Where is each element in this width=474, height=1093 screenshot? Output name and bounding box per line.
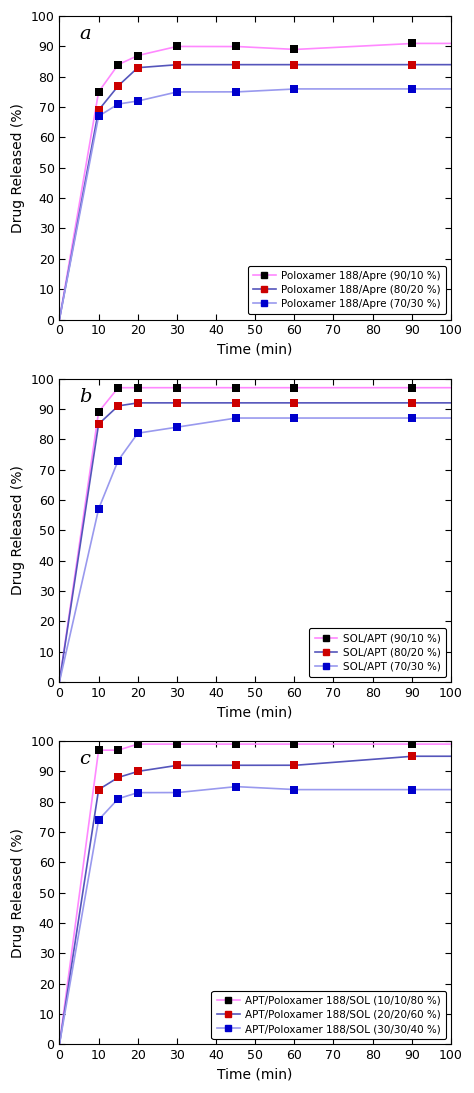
- Point: [95, 501, 102, 518]
- Y-axis label: Drug Released (%): Drug Released (%): [11, 827, 25, 957]
- Text: a: a: [79, 25, 91, 44]
- Text: b: b: [79, 388, 91, 406]
- Point: [173, 419, 181, 436]
- X-axis label: Time (min): Time (min): [218, 1068, 293, 1082]
- Point: [134, 784, 142, 801]
- Point: [95, 415, 102, 433]
- Text: c: c: [79, 750, 90, 768]
- Point: [134, 424, 142, 442]
- Point: [173, 83, 181, 101]
- Point: [232, 409, 239, 426]
- Point: [134, 379, 142, 397]
- Point: [291, 56, 298, 73]
- Point: [173, 756, 181, 774]
- Point: [291, 395, 298, 412]
- Point: [114, 397, 122, 414]
- Point: [291, 80, 298, 97]
- Legend: APT/Poloxamer 188/SOL (10/10/80 %), APT/Poloxamer 188/SOL (20/20/60 %), APT/Polo: APT/Poloxamer 188/SOL (10/10/80 %), APT/…: [211, 990, 446, 1039]
- Point: [408, 736, 416, 753]
- Legend: SOL/APT (90/10 %), SOL/APT (80/20 %), SOL/APT (70/30 %): SOL/APT (90/10 %), SOL/APT (80/20 %), SO…: [310, 628, 446, 677]
- Point: [95, 780, 102, 798]
- Point: [173, 736, 181, 753]
- Point: [114, 56, 122, 73]
- Point: [232, 37, 239, 55]
- Point: [95, 83, 102, 101]
- Point: [232, 756, 239, 774]
- Point: [408, 780, 416, 798]
- Point: [95, 403, 102, 421]
- Point: [95, 811, 102, 828]
- Point: [291, 379, 298, 397]
- Legend: Poloxamer 188/Apre (90/10 %), Poloxamer 188/Apre (80/20 %), Poloxamer 188/Apre (: Poloxamer 188/Apre (90/10 %), Poloxamer …: [247, 266, 446, 315]
- Point: [408, 379, 416, 397]
- Point: [291, 40, 298, 58]
- Point: [232, 778, 239, 796]
- X-axis label: Time (min): Time (min): [218, 343, 293, 357]
- Point: [173, 379, 181, 397]
- Point: [408, 80, 416, 97]
- Y-axis label: Drug Released (%): Drug Released (%): [11, 466, 25, 596]
- Point: [232, 379, 239, 397]
- Point: [134, 47, 142, 64]
- Point: [408, 748, 416, 765]
- Point: [95, 102, 102, 119]
- Point: [232, 56, 239, 73]
- Point: [173, 56, 181, 73]
- Point: [232, 395, 239, 412]
- Point: [114, 768, 122, 786]
- Point: [232, 83, 239, 101]
- Point: [114, 379, 122, 397]
- Point: [408, 409, 416, 426]
- X-axis label: Time (min): Time (min): [218, 705, 293, 719]
- Point: [173, 784, 181, 801]
- Point: [291, 736, 298, 753]
- Point: [173, 37, 181, 55]
- Point: [114, 741, 122, 759]
- Point: [173, 395, 181, 412]
- Point: [134, 92, 142, 109]
- Point: [134, 59, 142, 77]
- Point: [95, 107, 102, 125]
- Point: [291, 780, 298, 798]
- Point: [114, 78, 122, 95]
- Point: [408, 395, 416, 412]
- Point: [291, 409, 298, 426]
- Point: [114, 790, 122, 808]
- Point: [114, 451, 122, 469]
- Point: [95, 741, 102, 759]
- Point: [134, 763, 142, 780]
- Point: [134, 736, 142, 753]
- Point: [134, 395, 142, 412]
- Point: [232, 736, 239, 753]
- Y-axis label: Drug Released (%): Drug Released (%): [11, 103, 25, 233]
- Point: [408, 56, 416, 73]
- Point: [291, 756, 298, 774]
- Point: [114, 95, 122, 113]
- Point: [408, 35, 416, 52]
